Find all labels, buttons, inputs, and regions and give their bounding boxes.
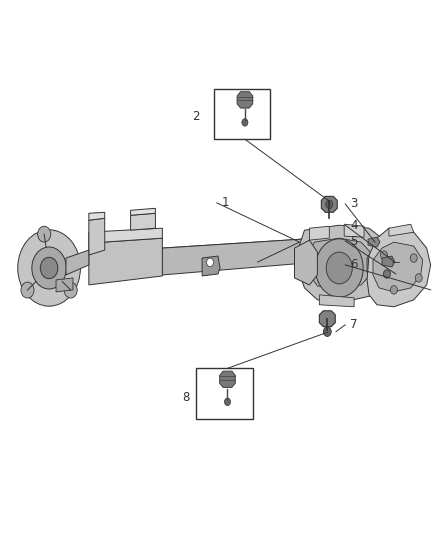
Circle shape: [18, 230, 81, 306]
Polygon shape: [319, 311, 335, 327]
Polygon shape: [309, 226, 329, 240]
Polygon shape: [162, 238, 318, 252]
Circle shape: [64, 282, 77, 298]
Polygon shape: [367, 228, 431, 307]
Polygon shape: [373, 242, 423, 292]
Circle shape: [326, 200, 333, 208]
Text: 7: 7: [350, 318, 358, 332]
Polygon shape: [237, 92, 253, 108]
Bar: [214, 89, 270, 139]
Circle shape: [390, 286, 397, 294]
Polygon shape: [89, 238, 162, 285]
Text: 8: 8: [183, 391, 190, 404]
Circle shape: [21, 282, 34, 298]
Polygon shape: [131, 208, 155, 215]
Circle shape: [224, 398, 230, 406]
Circle shape: [415, 274, 422, 282]
Circle shape: [38, 226, 51, 242]
Polygon shape: [382, 256, 395, 267]
Polygon shape: [202, 256, 220, 276]
Polygon shape: [367, 248, 394, 282]
Polygon shape: [297, 225, 391, 302]
Circle shape: [410, 254, 417, 262]
Polygon shape: [294, 240, 318, 285]
Polygon shape: [66, 250, 89, 275]
Polygon shape: [321, 196, 337, 212]
Circle shape: [326, 252, 352, 284]
Polygon shape: [368, 237, 380, 247]
Text: 5: 5: [350, 235, 357, 247]
Polygon shape: [389, 224, 414, 236]
Circle shape: [242, 119, 248, 126]
Polygon shape: [162, 238, 318, 275]
Text: 2: 2: [193, 110, 200, 124]
Polygon shape: [307, 238, 373, 290]
Text: 4: 4: [350, 219, 358, 232]
Circle shape: [323, 327, 331, 336]
Polygon shape: [56, 278, 73, 292]
Circle shape: [315, 239, 363, 297]
Circle shape: [207, 258, 214, 266]
Polygon shape: [219, 371, 235, 387]
Circle shape: [32, 247, 66, 289]
Polygon shape: [89, 212, 105, 220]
Circle shape: [381, 251, 388, 259]
Circle shape: [383, 270, 390, 278]
Polygon shape: [89, 218, 105, 255]
Polygon shape: [89, 228, 162, 243]
Polygon shape: [319, 295, 354, 307]
Text: 3: 3: [350, 197, 357, 211]
Bar: [196, 368, 253, 419]
Circle shape: [40, 257, 58, 279]
Text: 1: 1: [222, 196, 229, 209]
Text: 6: 6: [350, 259, 358, 271]
Polygon shape: [131, 213, 155, 230]
Polygon shape: [344, 224, 364, 237]
